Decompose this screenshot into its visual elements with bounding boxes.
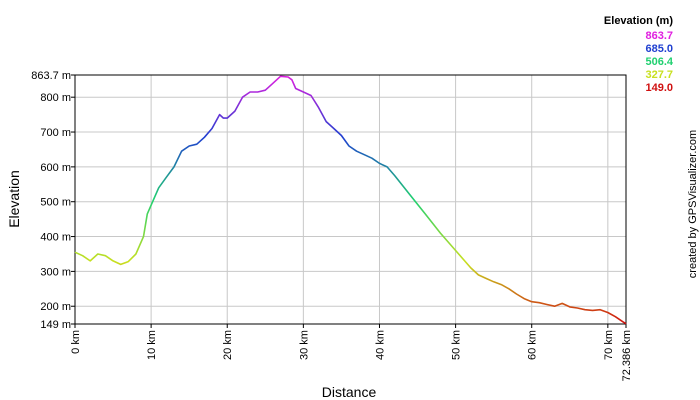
watermark: created by GPSVisualizer.com — [687, 130, 699, 278]
y-axis-ticks: 149 m 200 m 300 m 400 m 500 m 600 m 700 m 800 m… — [31, 70, 75, 331]
y-tick-label: 200 m — [40, 301, 71, 313]
y-tick-label: 400 m — [40, 232, 71, 244]
y-tick-label: 600 m — [40, 162, 71, 174]
y-tick-label: 500 m — [40, 197, 71, 209]
y-tick-label: 863.7 m — [31, 70, 71, 82]
plot-area-border — [74, 74, 627, 325]
y-tick-label: 700 m — [40, 127, 71, 139]
legend-title: Elevation (m) — [604, 15, 673, 27]
elevation-profile-line — [74, 75, 627, 325]
x-tick-label: 60 km — [527, 330, 539, 360]
x-tick-label: 20 km — [222, 330, 234, 360]
legend-entry: 506.4 — [645, 56, 673, 68]
x-tick-label: 50 km — [451, 330, 463, 360]
x-tick-label: 70 km — [603, 330, 615, 360]
y-axis-label: Elevation — [6, 170, 22, 228]
legend-entry: 149.0 — [645, 82, 673, 94]
legend-entry: 327.7 — [645, 69, 673, 81]
legend-entry: 863.7 — [645, 30, 673, 42]
x-tick-label: 40 km — [374, 330, 386, 360]
x-tick-label: 0 km — [70, 330, 82, 354]
x-axis-ticks: 0 km 10 km 20 km 30 km 40 km 50 km 60 km 70 km 7… — [70, 324, 633, 381]
y-tick-label: 800 m — [40, 92, 71, 104]
grid-lines — [75, 75, 626, 324]
legend-entry: 685.0 — [645, 43, 673, 55]
x-tick-label: 72.386 km — [621, 330, 633, 381]
x-tick-label: 30 km — [298, 330, 310, 360]
x-axis-label: Distance — [322, 384, 377, 400]
x-tick-label: 10 km — [146, 330, 158, 360]
y-tick-label: 149 m — [40, 319, 71, 331]
y-tick-label: 300 m — [40, 266, 71, 278]
